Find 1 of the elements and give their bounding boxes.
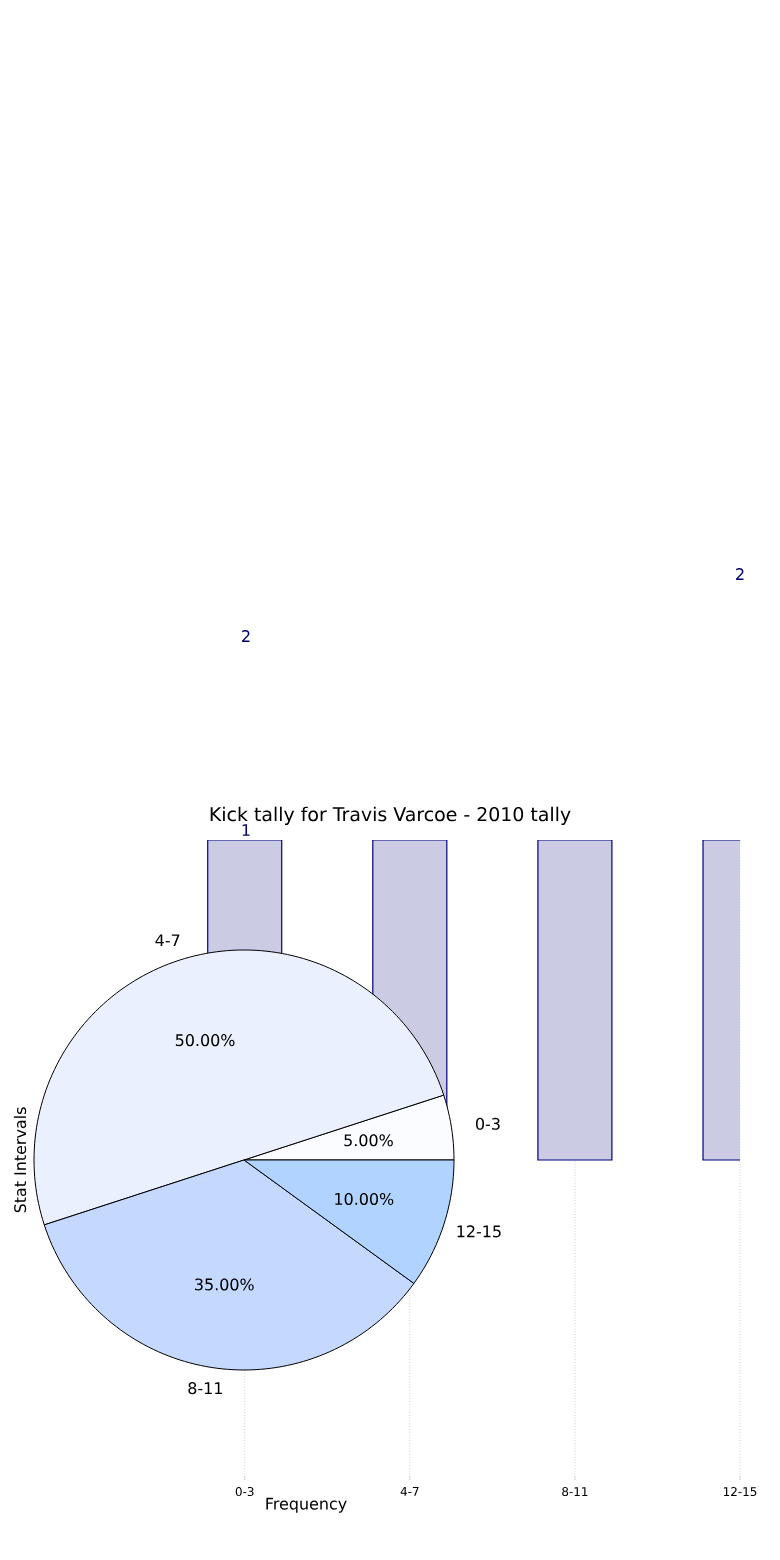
chart-title: Kick tally for Travis Varcoe - 2010 tally	[210, 806, 571, 825]
